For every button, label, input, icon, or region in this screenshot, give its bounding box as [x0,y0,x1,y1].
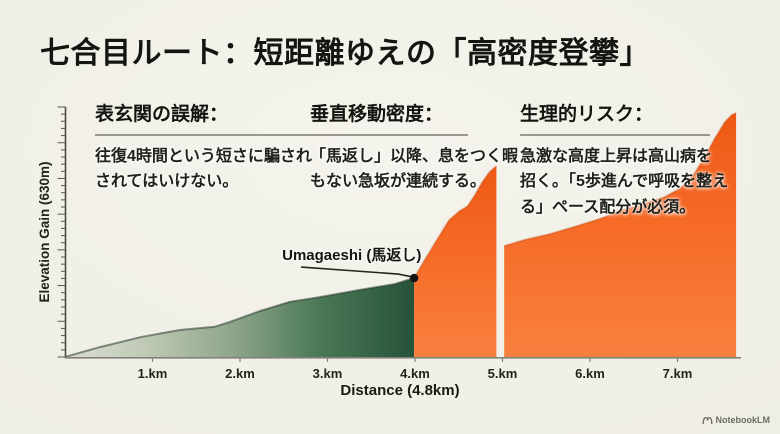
callout-heading: 生理的リスク： [520,104,654,125]
lower-trail-green-area [65,278,415,357]
x-tick-label: 3.km [312,366,343,381]
steep-section-orange-area [414,166,497,357]
callout-misconception: 表玄関の誤解： 往復4時間という短さに騙され されてはいけない。 [95,103,347,195]
x-tick-label: 2.km [225,366,255,381]
callout-rule [520,133,710,136]
callout-heading: 表玄関の誤解： [95,104,229,125]
annotation-leader-line [301,266,414,278]
callout-vertical-density: 垂直移動密度： 「馬返し」以降、息をつく暇 もない急坂が連続する。 [310,103,530,195]
callout-heading: 垂直移動密度： [310,104,444,125]
lower-trail-green-edge [64,277,415,358]
callout-body: 急激な高度上昇は高山病を 招く。「5歩進んで呼吸を整え る」ペース配分が必須。 [520,147,729,216]
notebooklm-logo-icon [702,416,712,424]
y-axis-label: Elevation Gain (630m) [37,161,52,303]
annotation-dot [409,273,419,283]
x-tick-label: 5.km [487,366,518,381]
callout-body: 「馬返し」以降、息をつく暇 もない急坂が連続する。 [310,147,519,191]
upper-section-orange-area [504,113,737,357]
callout-body: 往復4時間という短さに騙され されてはいけない。 [95,147,312,191]
page-title: 七合目ルート：短距離ゆえの「高密度登攀」 [40,37,650,70]
callout-physiological-risk: 生理的リスク： 急激な高度上昇は高山病を 招く。「5歩進んで呼吸を整え る」ペー… [520,103,732,220]
upper-section-orange-edge [503,112,737,247]
watermark-label: NotebookLM [715,415,771,425]
umagaeshi-annotation-label: Umagaeshi (馬返し) [282,247,422,265]
watermark: NotebookLM [702,415,771,425]
callout-rule [95,133,333,136]
callout-rule [310,133,468,136]
x-tick-label: 7.km [662,366,693,381]
x-axis-label: Distance (4.8km) [340,382,460,399]
steep-section-orange-edge [413,165,498,279]
x-tick-label: 1.km [137,366,168,381]
x-tick-label: 4.km [400,366,430,381]
x-tick-label: 6.km [575,366,605,381]
